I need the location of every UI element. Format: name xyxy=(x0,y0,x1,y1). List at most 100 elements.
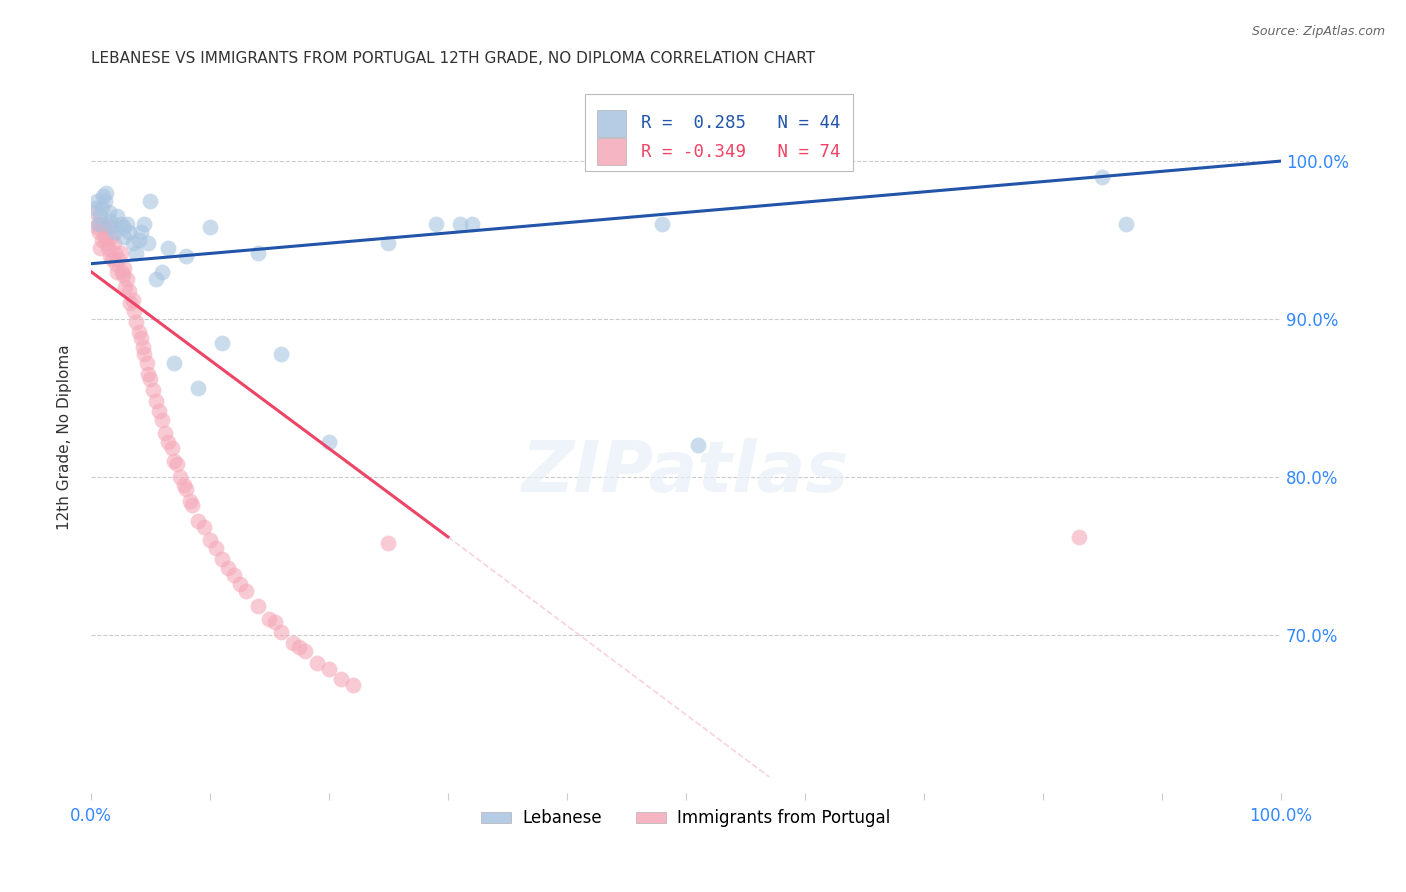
Point xyxy=(120,296,142,310)
Point xyxy=(686,438,709,452)
Point xyxy=(129,225,152,239)
Point xyxy=(93,220,115,235)
Point xyxy=(112,268,135,282)
Point xyxy=(90,202,112,216)
Point xyxy=(305,656,328,670)
Point xyxy=(129,331,152,345)
Point xyxy=(1091,169,1114,184)
Point xyxy=(179,493,201,508)
Point xyxy=(148,403,170,417)
Point xyxy=(134,217,156,231)
Text: R =  0.285   N = 44: R = 0.285 N = 44 xyxy=(641,114,841,132)
Bar xyxy=(596,138,627,165)
Point xyxy=(115,217,138,231)
Point xyxy=(110,217,132,231)
Y-axis label: 12th Grade, No Diploma: 12th Grade, No Diploma xyxy=(58,344,72,530)
Point xyxy=(211,552,233,566)
Point xyxy=(449,217,471,231)
Point xyxy=(89,210,111,224)
Point xyxy=(228,577,250,591)
Point xyxy=(270,624,292,639)
Point xyxy=(132,340,155,354)
Point xyxy=(198,533,221,547)
Point xyxy=(174,249,197,263)
Point xyxy=(96,186,118,200)
Point xyxy=(121,293,143,307)
Point xyxy=(150,264,173,278)
Point xyxy=(101,220,124,235)
Point xyxy=(104,225,127,239)
Point xyxy=(114,280,136,294)
Point xyxy=(96,236,118,251)
Point xyxy=(89,225,111,239)
Point xyxy=(86,194,108,208)
Point xyxy=(181,498,204,512)
Bar xyxy=(585,95,852,171)
Point xyxy=(145,394,167,409)
Point xyxy=(83,202,105,216)
Point xyxy=(193,520,215,534)
Point xyxy=(235,583,257,598)
Point xyxy=(90,233,112,247)
Point xyxy=(294,643,316,657)
Point xyxy=(651,217,673,231)
Point xyxy=(425,217,447,231)
Point xyxy=(97,241,120,255)
Point xyxy=(318,435,340,450)
Point xyxy=(139,194,162,208)
Point xyxy=(94,194,117,208)
Point xyxy=(87,217,110,231)
Point xyxy=(91,217,114,231)
Point xyxy=(259,612,281,626)
Point xyxy=(104,245,127,260)
Text: R = -0.349   N = 74: R = -0.349 N = 74 xyxy=(641,143,841,161)
Point xyxy=(246,599,269,614)
Point xyxy=(377,236,399,251)
Point xyxy=(150,413,173,427)
Point xyxy=(461,217,484,231)
Point xyxy=(174,483,197,497)
Point xyxy=(83,204,105,219)
Point xyxy=(198,220,221,235)
Point xyxy=(100,230,122,244)
Point xyxy=(112,261,135,276)
Point xyxy=(136,368,159,382)
Point xyxy=(89,241,111,255)
Point xyxy=(103,236,125,251)
Point xyxy=(270,347,292,361)
Point xyxy=(98,214,121,228)
Point xyxy=(105,210,128,224)
Point xyxy=(139,372,162,386)
Point xyxy=(1067,530,1090,544)
Point xyxy=(166,457,188,471)
Point xyxy=(89,217,111,231)
Point xyxy=(111,264,134,278)
Point xyxy=(135,356,157,370)
Point xyxy=(112,220,135,235)
Point xyxy=(157,435,180,450)
Point xyxy=(342,678,364,692)
Point xyxy=(118,284,141,298)
Point xyxy=(160,442,183,456)
Point xyxy=(136,236,159,251)
Point xyxy=(205,541,228,555)
Point xyxy=(283,635,305,649)
Point xyxy=(377,536,399,550)
Bar xyxy=(596,110,627,136)
Point xyxy=(211,335,233,350)
Point xyxy=(104,257,127,271)
Point xyxy=(134,347,156,361)
Point xyxy=(217,561,239,575)
Point xyxy=(101,252,124,266)
Point xyxy=(97,204,120,219)
Point xyxy=(91,189,114,203)
Point xyxy=(173,477,195,491)
Point xyxy=(329,672,352,686)
Text: ZIPatlas: ZIPatlas xyxy=(522,438,849,508)
Legend: Lebanese, Immigrants from Portugal: Lebanese, Immigrants from Portugal xyxy=(474,803,897,834)
Point xyxy=(142,383,165,397)
Point xyxy=(163,454,186,468)
Point xyxy=(128,233,150,247)
Point xyxy=(128,325,150,339)
Point xyxy=(97,220,120,235)
